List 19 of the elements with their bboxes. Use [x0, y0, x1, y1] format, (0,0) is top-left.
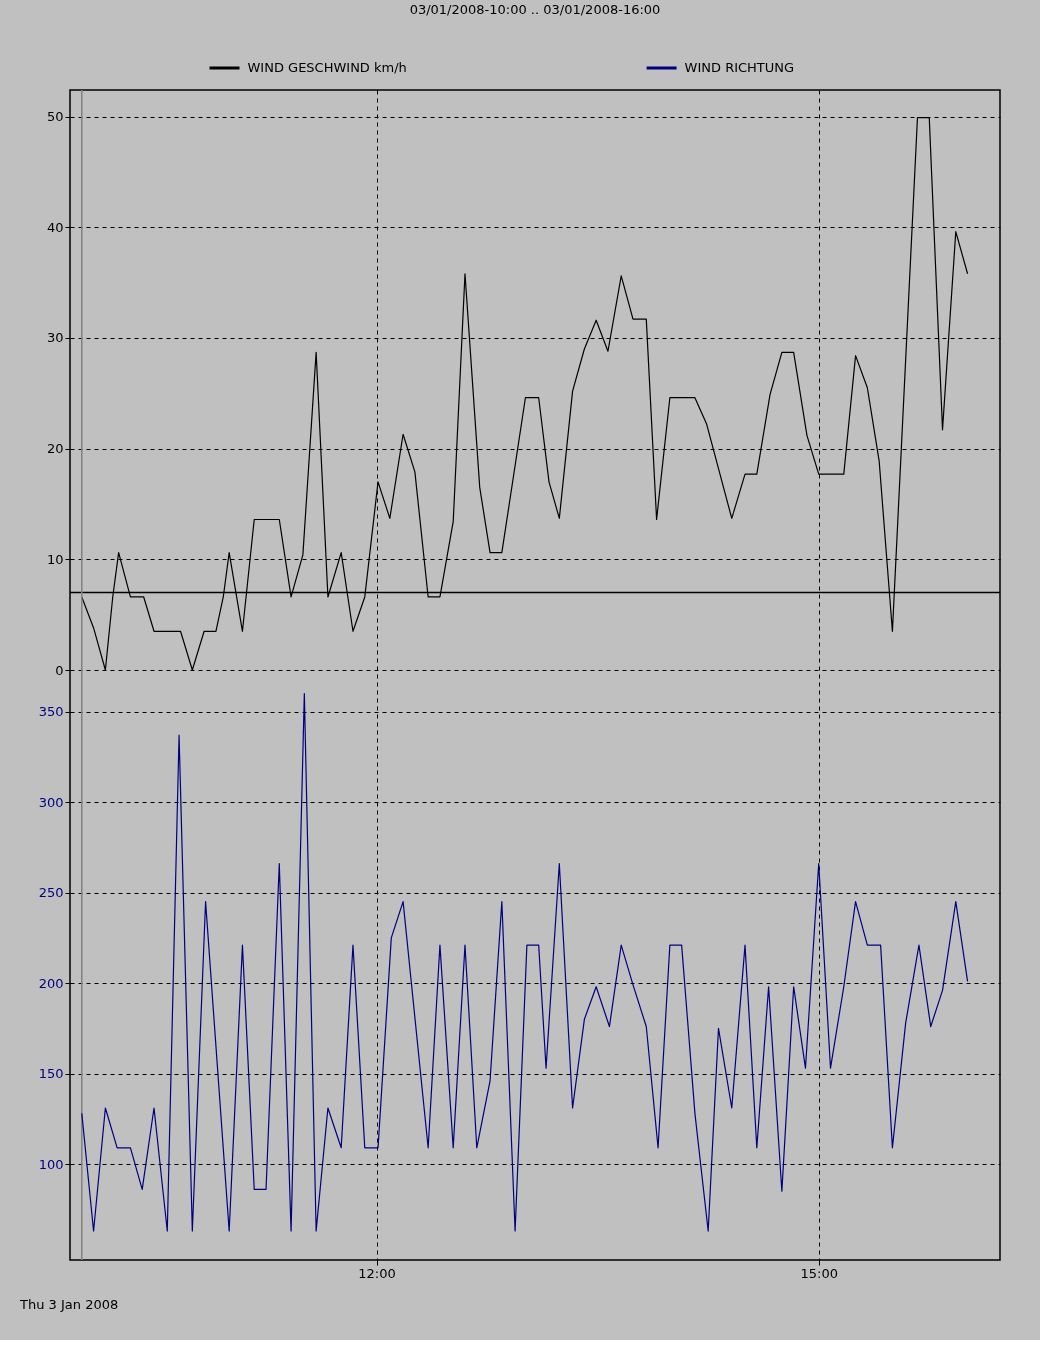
y-tick-label: 30	[46, 330, 64, 346]
y2-tick-label: 150	[38, 1066, 64, 1082]
y2-tick-label: 300	[38, 794, 64, 810]
x-tick-label: 15:00	[800, 1265, 838, 1281]
y2-tick-label: 250	[38, 885, 64, 901]
text: Thu 3 Jan 2008	[19, 1297, 119, 1312]
y2-tick-label: 350	[38, 704, 64, 720]
y-tick-label: 10	[46, 551, 64, 567]
y2-tick-label: 200	[38, 975, 64, 991]
legend-label: WIND RICHTUNG	[684, 60, 795, 75]
y-tick-label: 0	[55, 662, 64, 678]
y-tick-label: 50	[46, 109, 64, 125]
x-tick-label: 12:00	[358, 1265, 396, 1281]
legend-label: WIND GESCHWIND km/h	[247, 60, 407, 75]
y-tick-label: 40	[46, 219, 64, 235]
y2-tick-label: 100	[38, 1156, 64, 1172]
chart-title: 03/01/2008-10:00 .. 03/01/2008-16:00	[409, 2, 661, 17]
y-tick-label: 20	[46, 441, 64, 457]
line-series	[81, 692, 969, 1232]
